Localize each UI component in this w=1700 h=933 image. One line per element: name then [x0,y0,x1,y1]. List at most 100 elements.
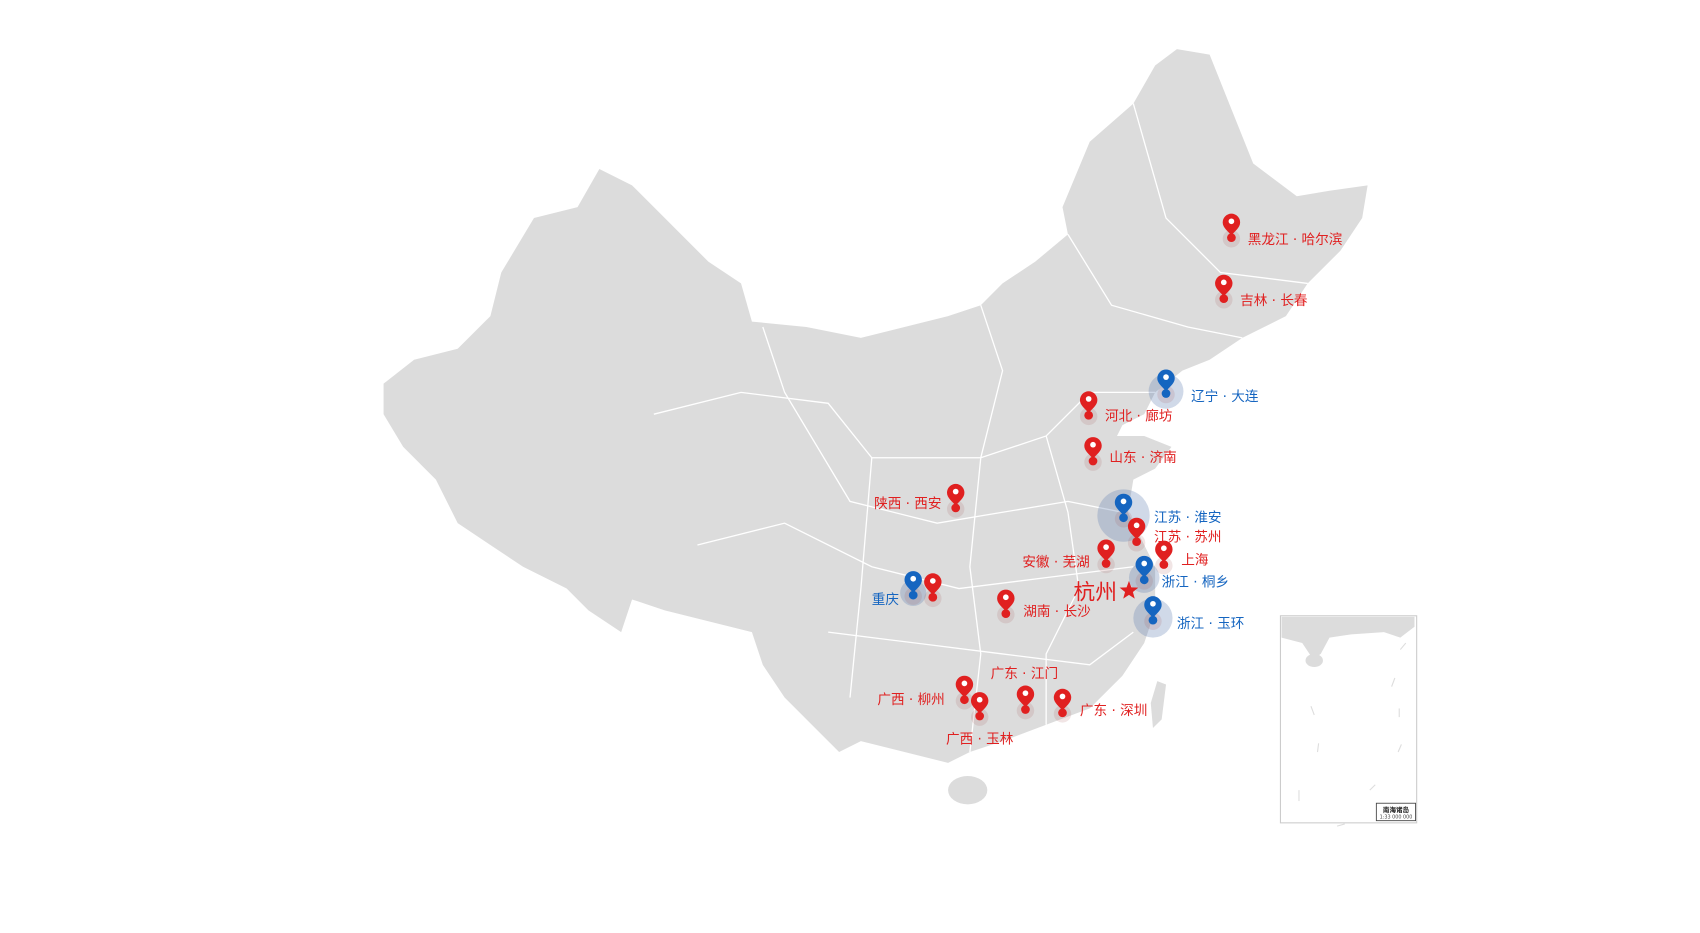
pin-dot [1220,279,1227,286]
marker-base [1139,575,1149,585]
map-pin-icon [904,571,922,593]
map-pin-icon [1053,688,1072,711]
china-land [383,49,1368,805]
marker-label: 黑龙江 · 哈尔滨 [1248,232,1343,248]
pin-dot [1228,218,1235,225]
marker-label: 河北 · 廊坊 [1105,408,1173,425]
marker-base [1161,389,1171,398]
marker-base [1132,537,1141,547]
marker-label: 江苏 · 苏州 [1154,530,1221,546]
marker-base [928,592,938,602]
marker-label: 吉林 · 长春 [1240,293,1308,309]
map-pin-icon [1155,540,1173,563]
marker-base [960,695,969,705]
marker-0[interactable]: 黑龙江 · 哈尔滨 [1222,213,1343,249]
marker-8[interactable]: 上海 [1155,540,1209,575]
marker-label: 重庆 [872,592,900,608]
map-pin-icon [1127,517,1146,540]
marker-label: 浙江 · 桐乡 [1162,574,1229,590]
marker-9[interactable]: 安徽 · 芜湖 [1022,539,1115,574]
pin-dot [1133,522,1140,529]
marker-3[interactable]: 河北 · 廊坊 [1079,391,1173,426]
marker-label: 湖南 · 长沙 [1023,604,1091,620]
map-pin-icon [924,573,942,596]
pin-dot [1161,545,1167,552]
pin-dot [1022,690,1029,697]
marker-base [1001,609,1011,618]
marker-label: 陕西 · 西安 [874,496,941,512]
marker-base [1084,410,1094,420]
map-pin-icon [1144,596,1162,618]
map-pin-icon [1222,213,1241,236]
marker-12[interactable]: 重庆 [872,571,927,608]
marker-label: 安徽 · 芜湖 [1022,555,1089,571]
inset-scale: 1:33 000 000 [1380,814,1413,820]
star-icon [1119,580,1139,599]
map-pin-icon [1016,685,1035,708]
marker-1[interactable]: 吉林 · 长春 [1215,274,1308,310]
marker-base [1227,233,1236,243]
pin-dot [1059,693,1066,700]
marker-label: 广西 · 玉林 [946,731,1014,747]
marker-15[interactable]: 广东 · 江门 [991,666,1058,720]
map-pin-icon [1079,391,1098,414]
marker-base [1058,708,1067,718]
nine-dash-line [1298,642,1407,827]
marker-11[interactable]: 浙江 · 玉环 [1133,596,1244,638]
map-pin-icon [1097,539,1115,562]
pin-dot [952,488,959,495]
hq-marker[interactable]: 杭州 [1073,580,1139,605]
marker-label: 山东 · 济南 [1109,450,1176,466]
marker-base [1088,456,1098,466]
marker-base [1101,559,1111,568]
mainland-shape [383,49,1368,763]
marker-14[interactable]: 湖南 · 长沙 [997,589,1091,624]
marker-label: 广东 · 深圳 [1080,703,1147,719]
marker-6[interactable]: 江苏 · 淮安 [1097,489,1221,542]
map-pin-icon [1114,493,1133,516]
marker-base [908,590,918,600]
marker-2[interactable]: 辽宁 · 大连 [1148,369,1259,409]
marker-13[interactable] [924,573,942,608]
pin-dot [1103,544,1109,550]
marker-4[interactable]: 山东 · 济南 [1084,437,1177,471]
map-pin-icon [955,675,974,698]
hq-label: 杭州 [1073,580,1117,605]
marker-label: 江苏 · 淮安 [1154,510,1221,526]
marker-base [1219,294,1229,304]
marker-label: 浙江 · 玉环 [1177,616,1244,632]
marker-base [1119,513,1128,523]
marker-5[interactable]: 陕西 · 西安 [874,483,965,518]
pin-dot [1150,600,1156,607]
map-pin-icon [946,483,965,506]
pin-dot [1163,374,1169,380]
pin-dot [910,575,917,582]
marker-label: 广东 · 江门 [991,666,1058,682]
map-pin-icon [970,692,989,714]
map-pin-icon [1157,369,1175,392]
marker-10[interactable]: 浙江 · 桐乡 [1128,555,1229,593]
pin-dot [1085,396,1092,402]
marker-base [1148,615,1158,625]
marker-16[interactable]: 广西 · 柳州 [877,675,974,710]
marker-18[interactable]: 广东 · 深圳 [1053,688,1148,723]
map-pin-icon [1215,274,1233,297]
map-pin-icon [1084,437,1102,459]
marker-label: 辽宁 · 大连 [1191,388,1259,405]
marker-7[interactable]: 江苏 · 苏州 [1127,517,1222,552]
marker-base [951,503,961,513]
marker-base [975,711,985,721]
pin-dot [976,696,983,703]
south-china-sea-inset: 南海诸岛 1:33 000 000 [1279,615,1418,827]
marker-label: 上海 [1181,553,1209,569]
marker-17[interactable]: 广西 · 玉林 [946,692,1014,747]
marker-label: 广西 · 柳州 [877,692,944,708]
inset-title: 南海诸岛 [1383,805,1410,814]
hainan-shape [948,775,988,805]
taiwan-shape [1150,681,1167,729]
pin-dot [1120,498,1127,505]
marker-base [1159,560,1169,569]
pin-dot [1090,441,1096,448]
